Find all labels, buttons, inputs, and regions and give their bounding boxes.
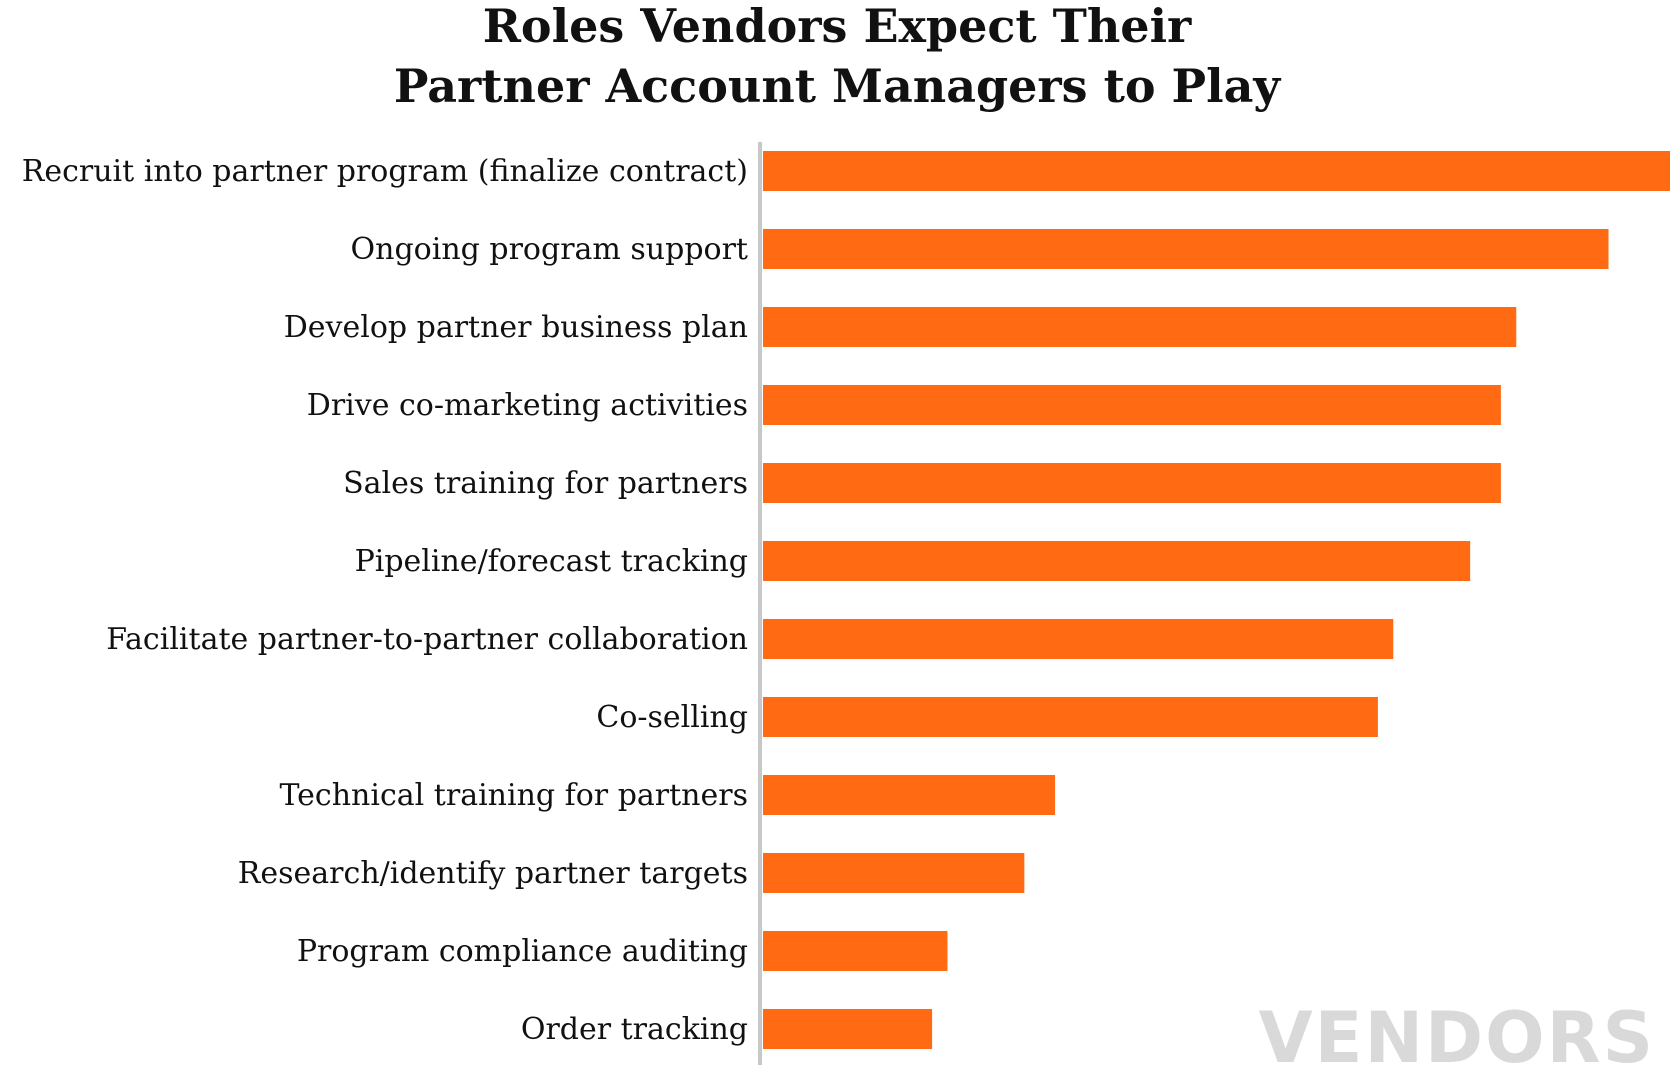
bar-6 bbox=[763, 619, 1394, 659]
bar-9 bbox=[763, 853, 1025, 893]
category-label-1: Ongoing program support bbox=[351, 232, 748, 267]
vendors-watermark: VENDORS bbox=[1258, 997, 1655, 1079]
bar-8 bbox=[763, 775, 1056, 815]
category-label-2: Develop partner business plan bbox=[284, 310, 748, 345]
bar-3 bbox=[763, 385, 1501, 425]
bars-group bbox=[763, 151, 1670, 1049]
category-label-10: Program compliance auditing bbox=[297, 934, 748, 969]
bar-5 bbox=[763, 541, 1471, 581]
bar-7 bbox=[763, 697, 1378, 737]
chart-title-line-2: Partner Account Managers to Play bbox=[394, 59, 1282, 113]
category-label-4: Sales training for partners bbox=[343, 466, 748, 501]
bar-2 bbox=[763, 307, 1517, 347]
chart-title-line-1: Roles Vendors Expect Their bbox=[483, 0, 1192, 53]
category-label-8: Technical training for partners bbox=[280, 778, 749, 813]
category-label-0: Recruit into partner program (finalize c… bbox=[22, 154, 748, 189]
category-labels: Recruit into partner program (finalize c… bbox=[22, 154, 748, 1047]
bar-10 bbox=[763, 931, 948, 971]
bar-4 bbox=[763, 463, 1501, 503]
bar-1 bbox=[763, 229, 1609, 269]
category-label-7: Co-selling bbox=[596, 700, 748, 735]
category-label-6: Facilitate partner-to-partner collaborat… bbox=[106, 622, 748, 657]
category-label-11: Order tracking bbox=[521, 1012, 748, 1047]
bar-0 bbox=[763, 151, 1670, 191]
category-label-9: Research/identify partner targets bbox=[238, 856, 748, 891]
category-label-3: Drive co-marketing activities bbox=[307, 388, 748, 423]
bar-11 bbox=[763, 1009, 933, 1049]
category-label-5: Pipeline/forecast tracking bbox=[355, 544, 748, 579]
